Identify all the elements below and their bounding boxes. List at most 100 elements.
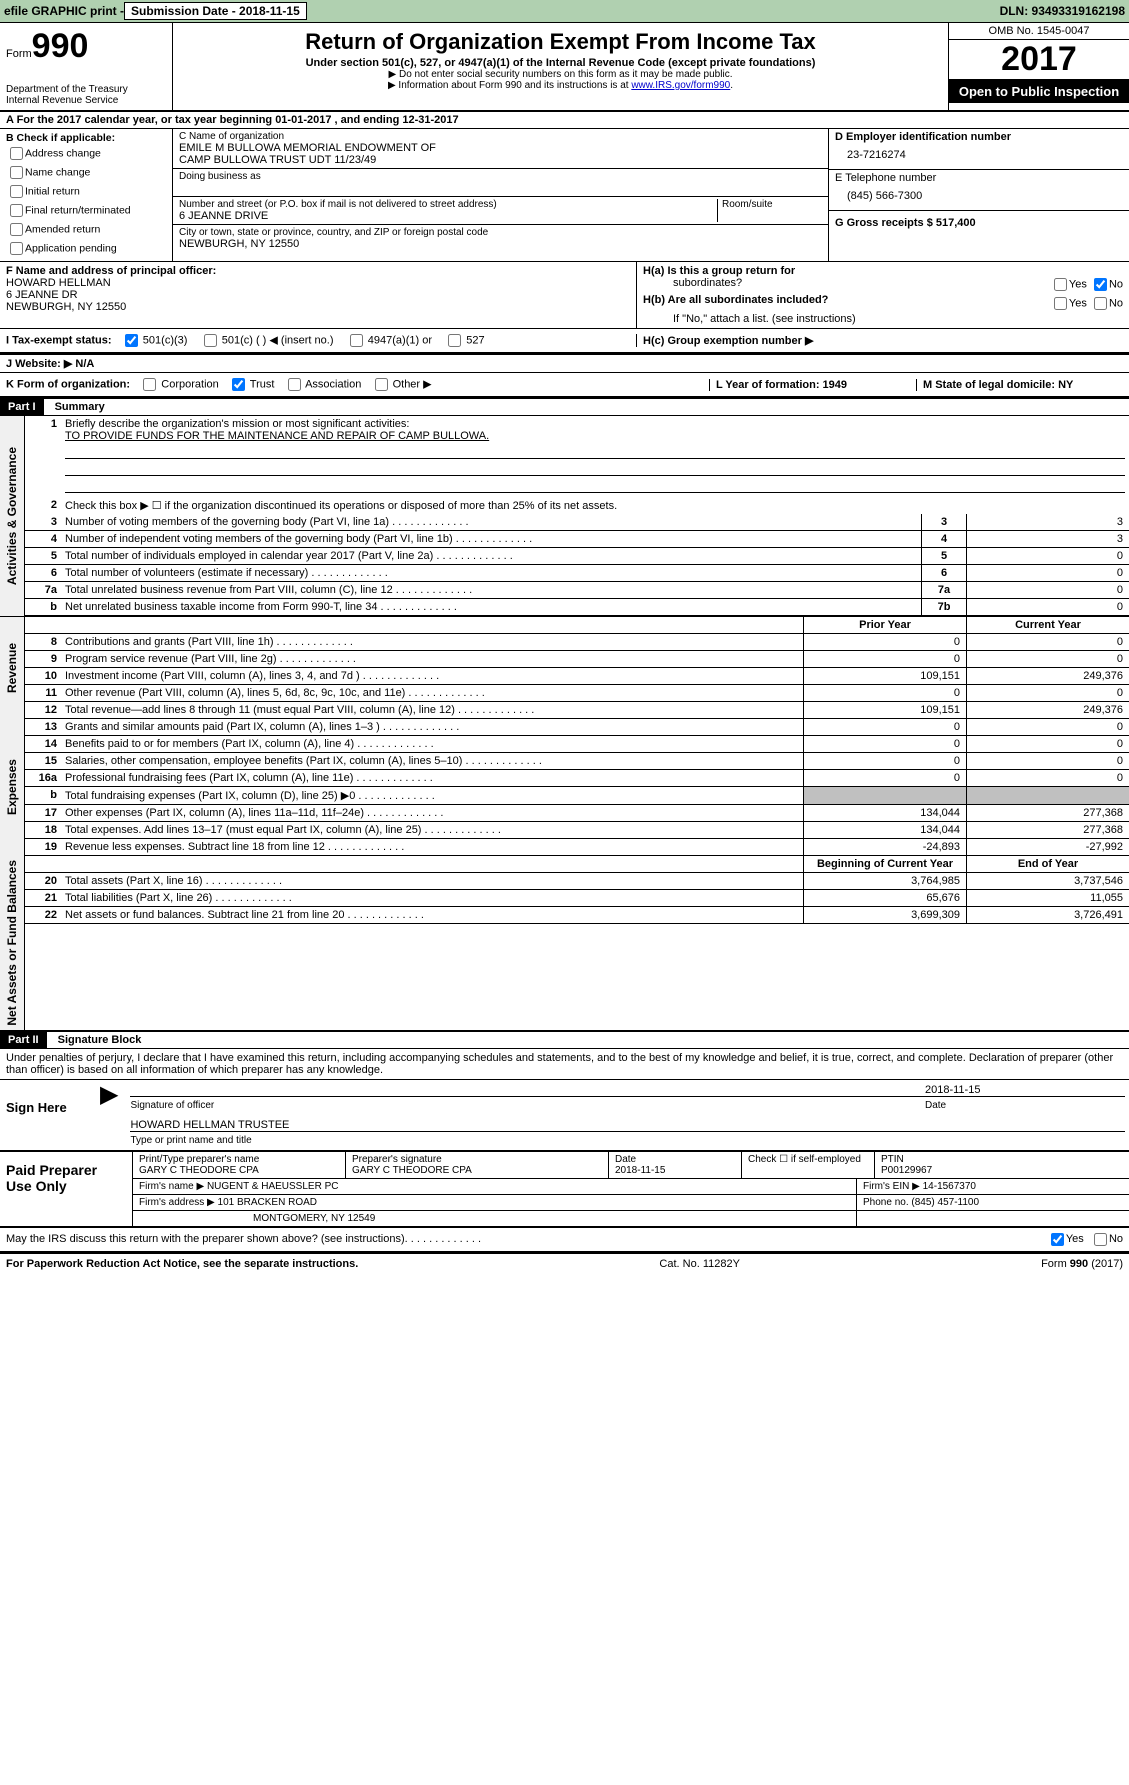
pra-notice: For Paperwork Reduction Act Notice, see …: [6, 1258, 358, 1270]
sign-here-label: Sign Here: [0, 1080, 92, 1150]
ptin-value: P00129967: [881, 1165, 932, 1176]
part1-badge: Part I: [0, 399, 44, 415]
firm-addr: 101 BRACKEN ROAD: [218, 1197, 317, 1208]
cb-amended[interactable]: [10, 223, 23, 236]
footer-row: For Paperwork Reduction Act Notice, see …: [0, 1252, 1129, 1274]
gross-receipts: G Gross receipts $ 517,400: [835, 217, 1123, 229]
k-label: K Form of organization:: [6, 378, 130, 390]
cb-initial-return[interactable]: [10, 185, 23, 198]
table-row: 14Benefits paid to or for members (Part …: [25, 736, 1129, 753]
officer-label: F Name and address of principal officer:: [6, 265, 630, 277]
table-row: 19Revenue less expenses. Subtract line 1…: [25, 839, 1129, 856]
cb-4947[interactable]: [350, 334, 363, 347]
preparer-sig: GARY C THEODORE CPA: [352, 1165, 472, 1176]
part2-header: Part II Signature Block: [0, 1031, 1129, 1049]
q1-label: Briefly describe the organization's miss…: [65, 418, 409, 430]
hb-label: H(b) Are all subordinates included?: [643, 294, 828, 306]
cb-501c[interactable]: [204, 334, 217, 347]
box-b: B Check if applicable: Address change Na…: [0, 129, 173, 261]
tab-ag: Activities & Governance: [3, 443, 21, 589]
city-cell: City or town, state or province, country…: [173, 225, 828, 252]
table-row: bTotal fundraising expenses (Part IX, co…: [25, 787, 1129, 805]
irs-label: Internal Revenue Service: [6, 95, 166, 106]
box-b-label: B Check if applicable:: [6, 132, 166, 144]
officer-city: NEWBURGH, NY 12550: [6, 301, 630, 313]
cb-hb-yes[interactable]: [1054, 297, 1067, 310]
table-row: 17Other expenses (Part IX, column (A), l…: [25, 805, 1129, 822]
cb-discuss-yes[interactable]: [1051, 1233, 1064, 1246]
sig-officer-label: Signature of officer: [130, 1100, 214, 1111]
cb-ha-yes[interactable]: [1054, 278, 1067, 291]
cb-other[interactable]: [375, 378, 388, 391]
phone-value: (845) 566-7300: [835, 184, 1123, 208]
officer-name: HOWARD HELLMAN: [6, 277, 630, 289]
section-expenses: Expenses 13Grants and similar amounts pa…: [0, 719, 1129, 856]
cb-trust[interactable]: [232, 378, 245, 391]
box-h: H(a) Is this a group return for subordin…: [637, 262, 1129, 328]
discuss-row: May the IRS discuss this return with the…: [0, 1228, 1129, 1252]
officer-print-name: HOWARD HELLMAN TRUSTEE: [130, 1119, 1125, 1132]
cb-corp[interactable]: [143, 378, 156, 391]
city-value: NEWBURGH, NY 12550: [179, 238, 822, 250]
tax-year: 2017: [949, 40, 1129, 80]
cb-ha-no[interactable]: [1094, 278, 1107, 291]
table-row: 5Total number of individuals employed in…: [25, 548, 1129, 565]
hc-label: H(c) Group exemption number ▶: [643, 335, 813, 347]
form-title: Return of Organization Exempt From Incom…: [179, 29, 942, 55]
table-row: 6Total number of volunteers (estimate if…: [25, 565, 1129, 582]
table-row: 7aTotal unrelated business revenue from …: [25, 582, 1129, 599]
ein-label: D Employer identification number: [835, 131, 1123, 143]
row-j: J Website: ▶ N/A: [0, 353, 1129, 373]
cb-501c3[interactable]: [125, 334, 138, 347]
cb-527[interactable]: [448, 334, 461, 347]
officer-addr: 6 JEANNE DR: [6, 289, 630, 301]
table-row: 21Total liabilities (Part X, line 26)65,…: [25, 890, 1129, 907]
cb-name-change[interactable]: [10, 166, 23, 179]
city-label: City or town, state or province, country…: [179, 227, 822, 238]
firm-ein: 14-1567370: [923, 1181, 976, 1192]
table-row: 8Contributions and grants (Part VIII, li…: [25, 634, 1129, 651]
section-netassets: Net Assets or Fund Balances Beginning of…: [0, 856, 1129, 1031]
table-row: bNet unrelated business taxable income f…: [25, 599, 1129, 616]
website-label: J Website: ▶ N/A: [6, 357, 94, 370]
table-row: 13Grants and similar amounts paid (Part …: [25, 719, 1129, 736]
tab-expenses: Expenses: [3, 755, 21, 819]
section-revenue: Revenue Prior Year Current Year 8Contrib…: [0, 616, 1129, 719]
open-inspection: Open to Public Inspection: [949, 80, 1129, 103]
col-current-year: Current Year: [966, 617, 1129, 633]
cb-final-return[interactable]: [10, 204, 23, 217]
street-value: 6 JEANNE DRIVE: [179, 210, 717, 222]
irs-link[interactable]: www.IRS.gov/form990: [631, 80, 730, 91]
box-f: F Name and address of principal officer:…: [0, 262, 637, 328]
table-row: 10Investment income (Part VIII, column (…: [25, 668, 1129, 685]
cb-address-change[interactable]: [10, 147, 23, 160]
cb-hb-no[interactable]: [1094, 297, 1107, 310]
sig-date: 2018-11-15: [925, 1084, 1125, 1097]
row-klm: K Form of organization: Corporation Trus…: [0, 373, 1129, 398]
arrow-icon: ▶: [92, 1080, 126, 1150]
dln-label: DLN: 93493319162198: [1000, 4, 1125, 18]
table-row: 20Total assets (Part X, line 16)3,764,98…: [25, 873, 1129, 890]
ein-value: 23-7216274: [835, 143, 1123, 167]
table-row: 18Total expenses. Add lines 13–17 (must …: [25, 822, 1129, 839]
form-footer: Form 990 (2017): [1041, 1258, 1123, 1270]
form-subtitle: Under section 501(c), 527, or 4947(a)(1)…: [179, 57, 942, 69]
cb-app-pending[interactable]: [10, 242, 23, 255]
form-number: Form990: [6, 27, 166, 66]
print-name-label: Type or print name and title: [130, 1135, 251, 1146]
signature-block: Sign Here ▶ Signature of officer 2018-11…: [0, 1080, 1129, 1152]
ha-label: H(a) Is this a group return for: [643, 265, 795, 277]
state-domicile: M State of legal domicile: NY: [923, 379, 1073, 391]
part1-title: Summary: [47, 401, 105, 413]
note-ssn: ▶ Do not enter social security numbers o…: [179, 69, 942, 80]
dept-label: Department of the Treasury: [6, 84, 166, 95]
col-begin-year: Beginning of Current Year: [803, 856, 966, 872]
preparer-name: GARY C THEODORE CPA: [139, 1165, 259, 1176]
cb-discuss-no[interactable]: [1094, 1233, 1107, 1246]
col-end-year: End of Year: [966, 856, 1129, 872]
cb-assoc[interactable]: [288, 378, 301, 391]
table-row: 11Other revenue (Part VIII, column (A), …: [25, 685, 1129, 702]
part2-title: Signature Block: [50, 1034, 142, 1046]
dba-cell: Doing business as: [173, 169, 828, 197]
submission-date-btn[interactable]: Submission Date - 2018-11-15: [124, 2, 307, 20]
